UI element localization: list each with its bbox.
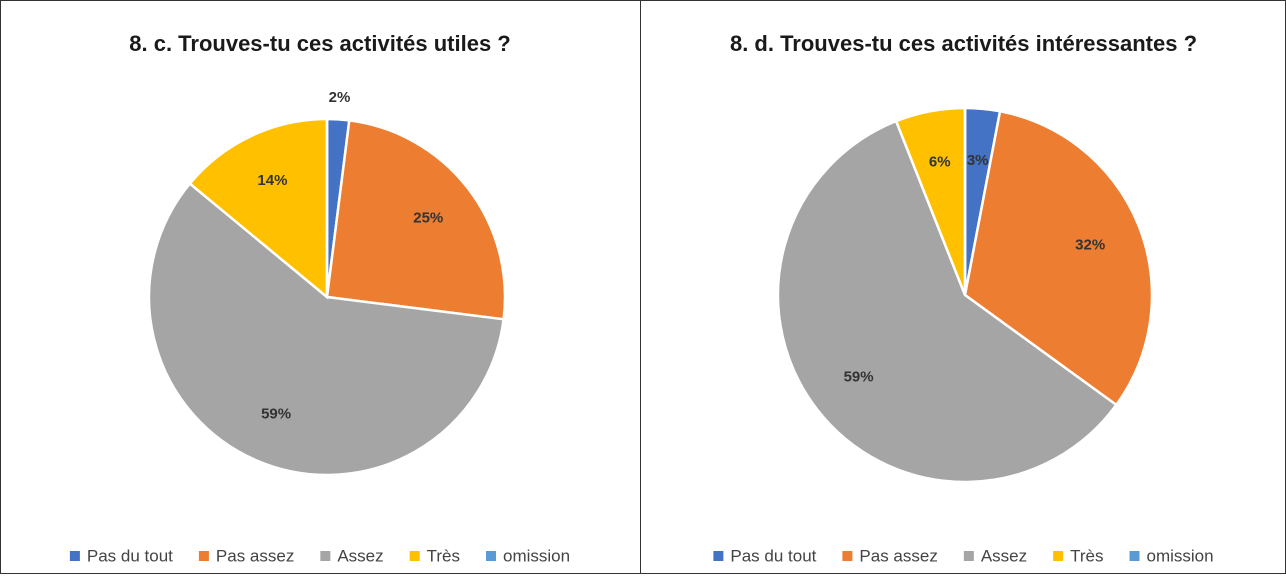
legend: Pas du tout Pas assez Assez Très omission [69, 546, 570, 565]
legend-swatch [486, 551, 497, 561]
legend-label: Pas assez [216, 546, 294, 565]
legend-label: Pas du tout [730, 546, 816, 565]
legend-swatch [713, 551, 724, 561]
legend-label: Pas du tout [87, 546, 173, 565]
pie-slice [963, 109, 1154, 407]
pie-slice [776, 119, 1119, 484]
data-label: 3% [967, 152, 989, 169]
legend-swatch [320, 551, 331, 561]
legend-label: Très [1070, 546, 1103, 565]
pie-slice [147, 181, 505, 477]
legend-label: Très [427, 546, 460, 565]
data-label: 32% [1075, 236, 1105, 253]
data-label: 14% [257, 172, 287, 189]
chart-title: 8. d. Trouves-tu ces activités intéressa… [730, 31, 1197, 56]
data-label: 6% [929, 154, 951, 171]
chart-title: 8. c. Trouves-tu ces activités utiles ? [129, 31, 511, 56]
legend-swatch [1053, 551, 1064, 561]
legend-swatch [69, 551, 80, 561]
legend-label: omission [1147, 546, 1214, 565]
legend-swatch [1129, 551, 1140, 561]
legend: Pas du tout Pas assez Assez Très omission [713, 546, 1214, 565]
legend-label: Assez [981, 546, 1027, 565]
data-label: 25% [413, 209, 443, 226]
data-label: 59% [844, 368, 874, 385]
legend-swatch [963, 551, 974, 561]
legend-label: Assez [337, 546, 383, 565]
legend-swatch [409, 551, 420, 561]
pie-slice [188, 117, 329, 300]
legend-label: omission [503, 546, 570, 565]
data-label: 59% [261, 406, 291, 423]
legend-label: Pas assez [859, 546, 937, 565]
data-label: 2% [329, 89, 351, 106]
legend-swatch [198, 551, 209, 561]
pie-slice [325, 119, 507, 321]
legend-swatch [842, 551, 853, 561]
